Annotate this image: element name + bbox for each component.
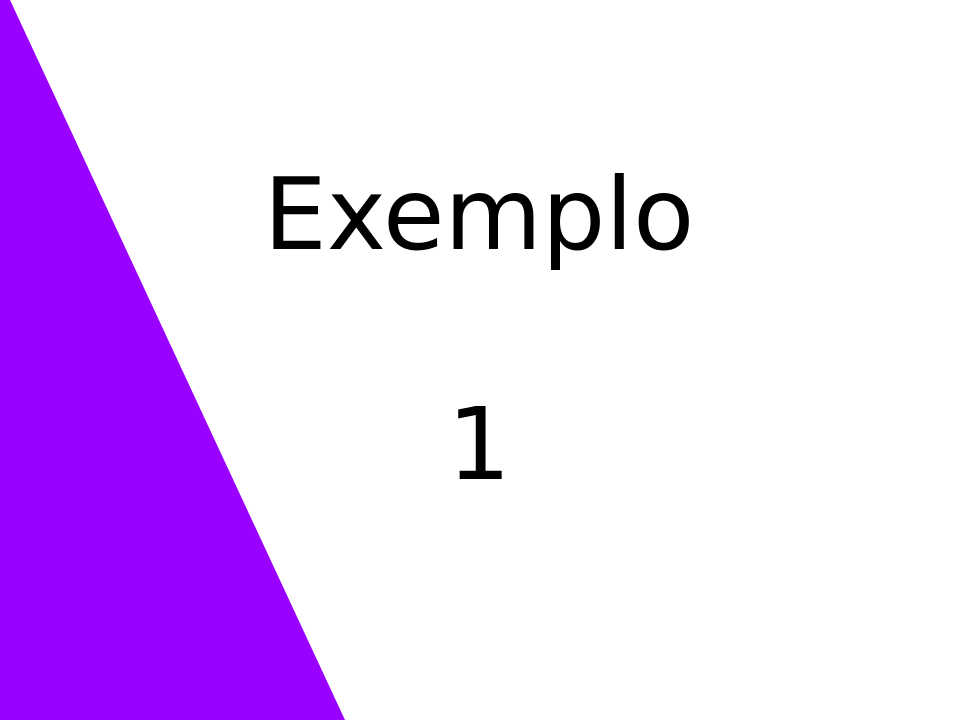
slide-title-text: Exemplo	[263, 156, 695, 273]
slide-number: 1	[0, 380, 960, 510]
slide-number-text: 1	[447, 386, 511, 503]
slide-title: Exemplo	[0, 150, 960, 280]
wedge-shape	[0, 0, 345, 720]
